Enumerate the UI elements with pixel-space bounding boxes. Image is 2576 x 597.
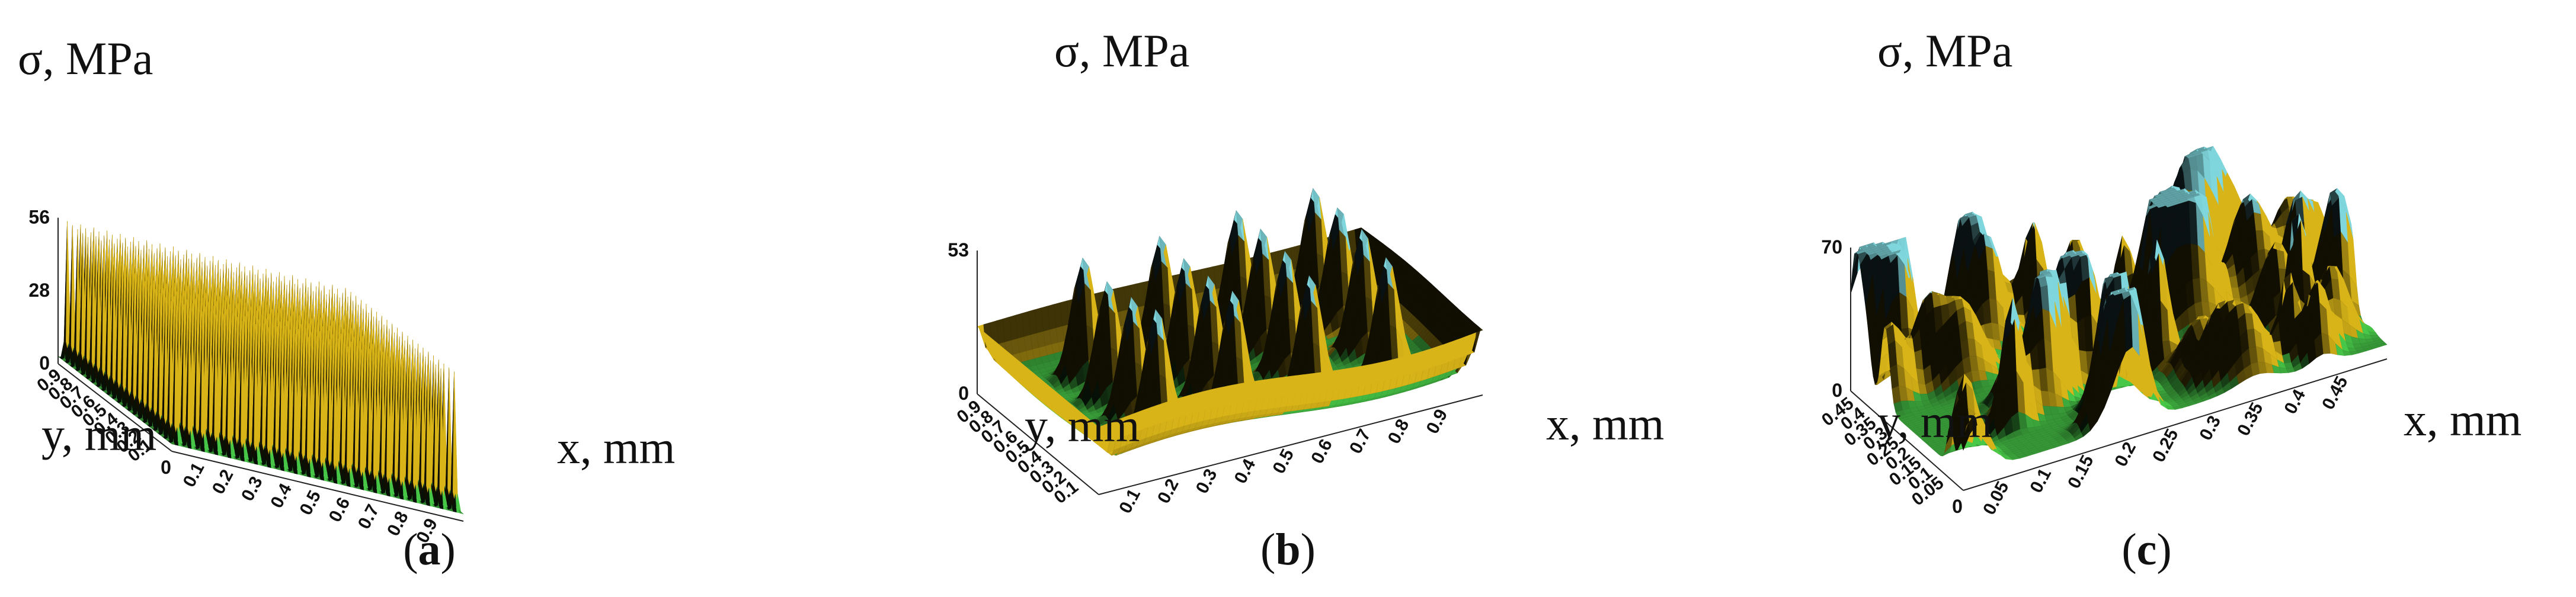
surface-chart-a: 0.1 0.2 0.3 0.4 0.5 0.6 0.7 0.8 0.90.10.20.30.40…	[18, 33, 675, 546]
surface-a	[57, 221, 464, 514]
panel-a: 0.1 0.2 0.3 0.4 0.5 0.6 0.7 0.8 0.9 0.1 0.2 0.3 0.4 0…	[0, 0, 859, 597]
